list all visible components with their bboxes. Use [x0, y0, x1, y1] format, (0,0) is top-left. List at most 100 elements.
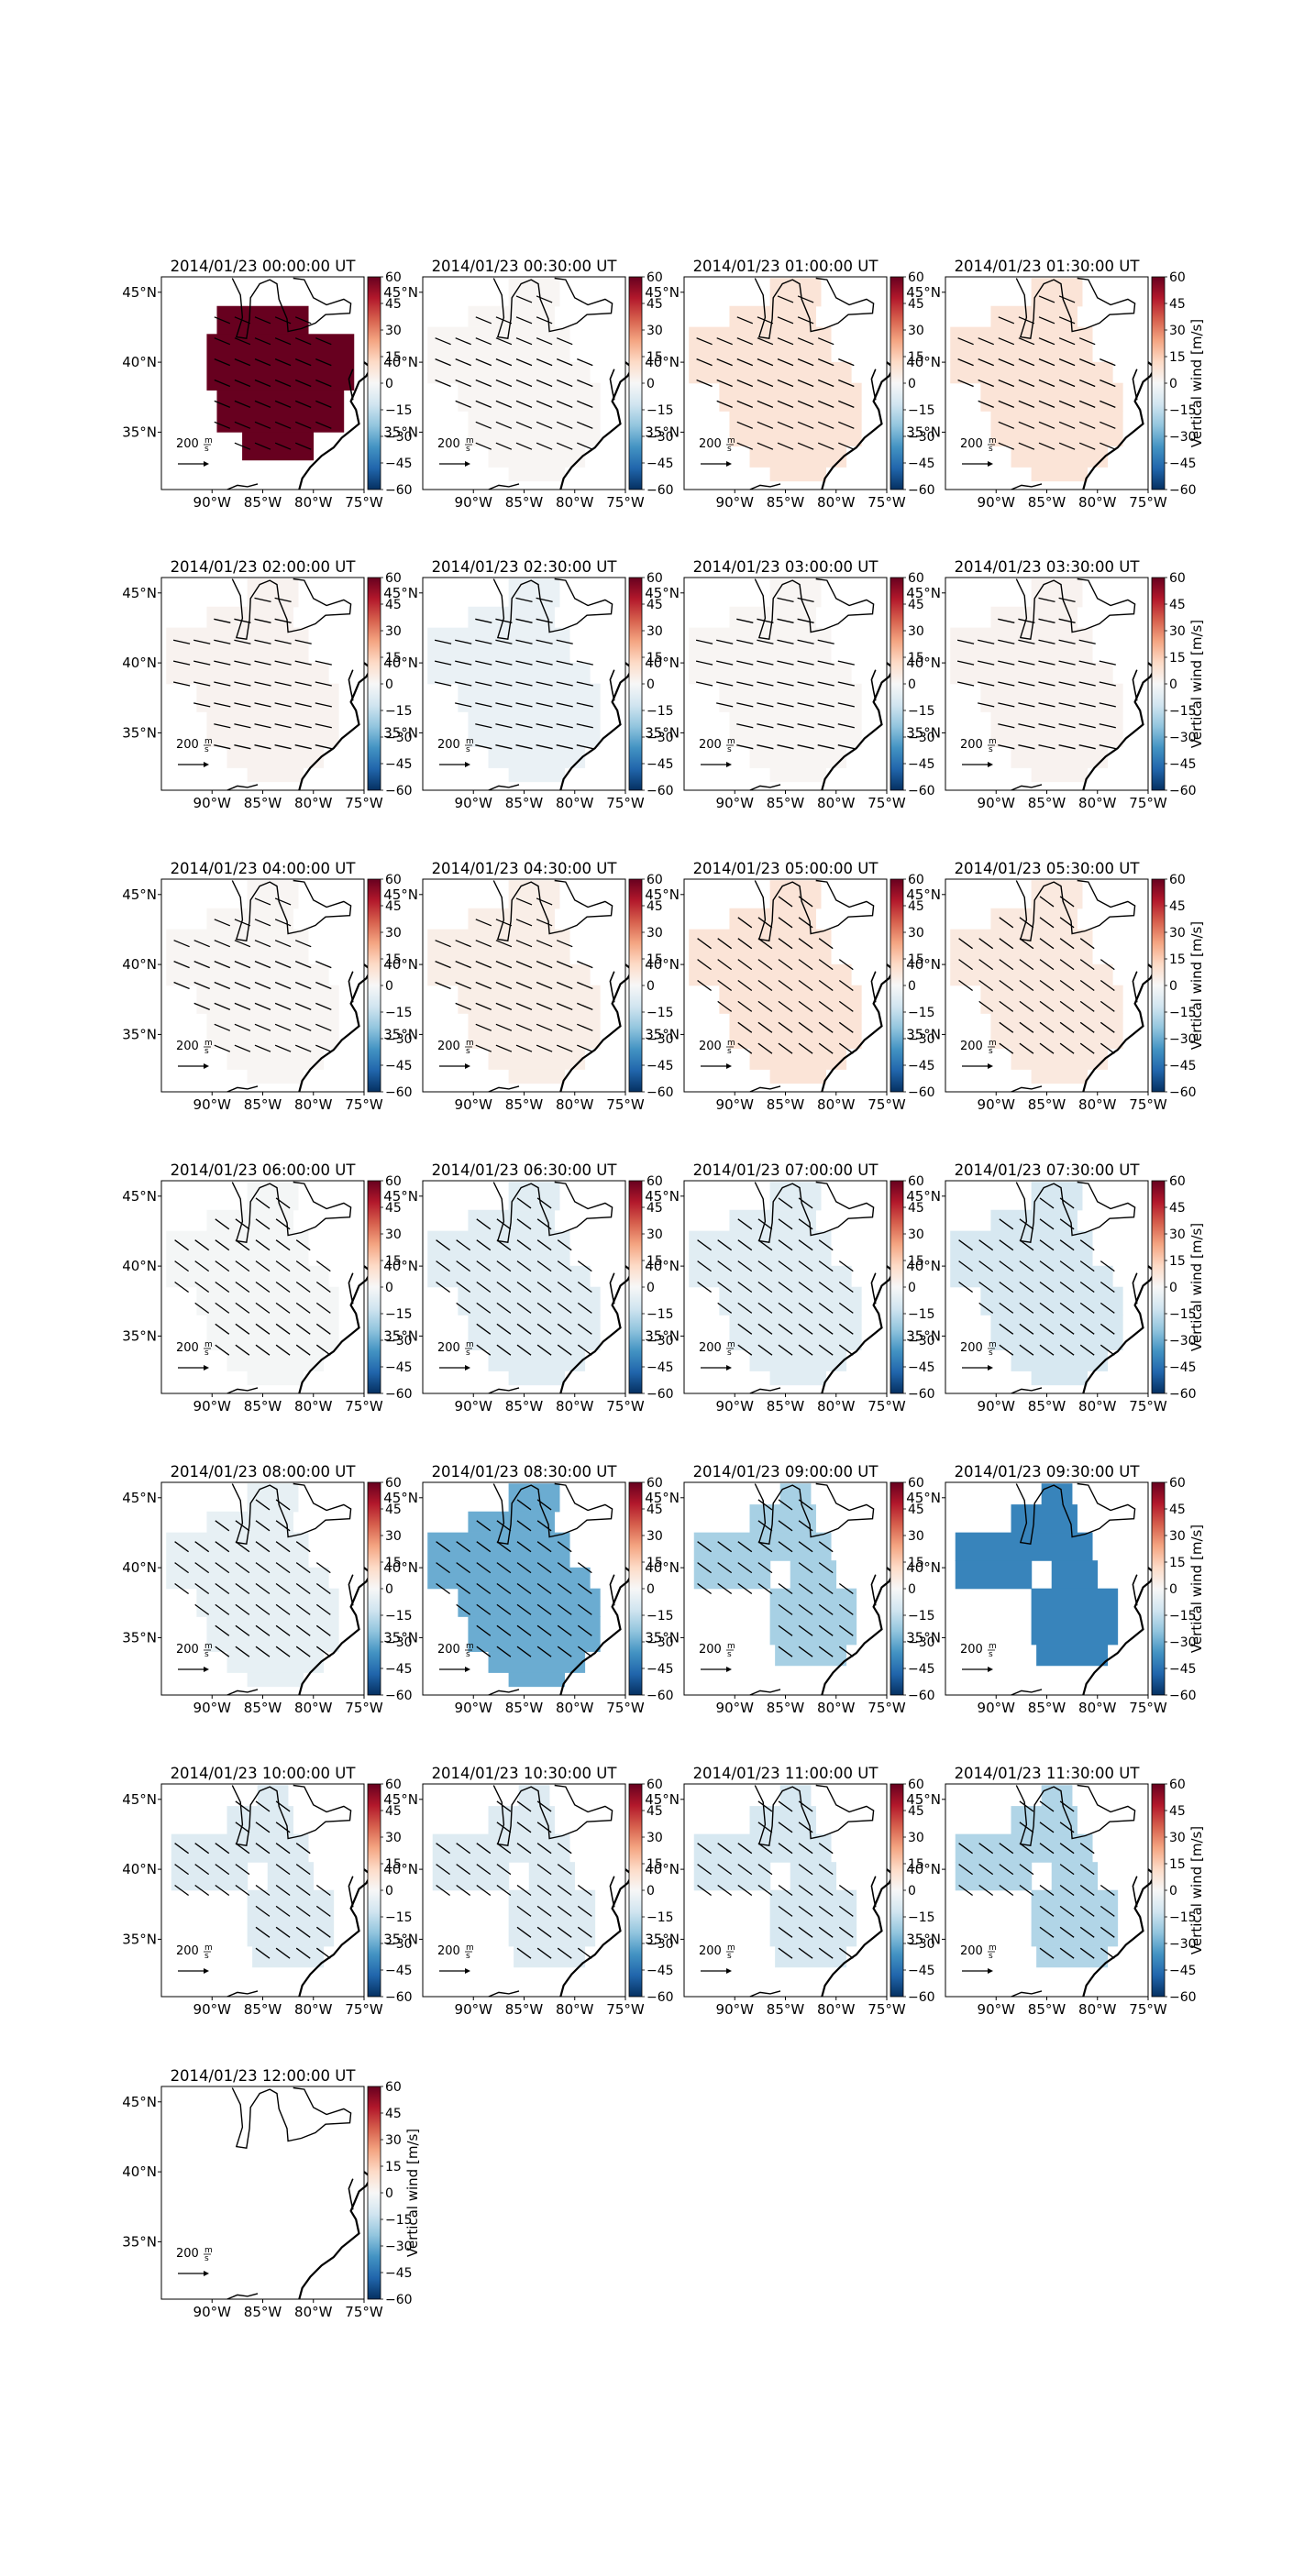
wind-field-cell	[719, 1286, 862, 1316]
wind-vector	[798, 1260, 813, 1272]
great-lakes-coastline	[754, 1784, 875, 1846]
colorbar-tick-label: 45	[1169, 899, 1186, 914]
wind-vector	[818, 1864, 834, 1876]
wind-vector	[455, 702, 472, 708]
wind-vector	[1059, 1843, 1075, 1855]
wind-vector	[495, 744, 513, 750]
quiver-key-value: 200	[437, 738, 460, 752]
wind-vector	[838, 1624, 854, 1636]
wind-vector	[1019, 1843, 1034, 1855]
lat-tick-label: 45°N	[906, 284, 941, 301]
colorbar-tick-label: −45	[908, 1662, 935, 1677]
wind-vector	[194, 1582, 210, 1595]
wind-vector	[736, 379, 754, 388]
wind-vector	[315, 1260, 331, 1272]
wind-vector	[1038, 723, 1055, 729]
wind-vector	[193, 660, 211, 666]
colorbar-tick-label: −60	[1169, 1387, 1197, 1402]
chesapeake-coastline	[609, 369, 615, 401]
colorbar-tick-label: −45	[908, 457, 935, 471]
lat-tick-label: 45°N	[383, 886, 418, 903]
wind-vector	[456, 1843, 471, 1855]
wind-vector	[778, 1800, 793, 1812]
wind-vector	[536, 660, 553, 666]
colorbar-tick-label: −60	[646, 483, 674, 498]
lon-tick-label: 85°W	[1028, 494, 1066, 511]
wind-vector	[958, 979, 973, 992]
great-lakes-coastline	[492, 1784, 613, 1846]
wind-vector	[798, 1800, 813, 1812]
quiver-key-units-bottom: s	[989, 745, 993, 754]
wind-field-cell	[227, 1048, 325, 1070]
great-lakes-coastline	[1015, 1482, 1136, 1545]
wind-vector	[173, 981, 190, 990]
wind-vector	[716, 639, 734, 644]
wind-vector	[214, 660, 231, 666]
colorbar-tick-label: 45	[385, 297, 402, 312]
chesapeake-coastline	[348, 1876, 354, 1908]
colorbar-tick-label: −15	[1169, 704, 1197, 719]
wind-vector	[1018, 744, 1035, 750]
wind-vector	[496, 1800, 512, 1812]
wind-vector	[536, 1260, 552, 1272]
wind-vector	[999, 917, 1014, 929]
wind-field-cell	[247, 578, 299, 608]
wind-vector	[838, 1603, 854, 1615]
wind-vector	[757, 1499, 773, 1511]
chesapeake-coastline	[1132, 1574, 1138, 1606]
lon-tick-label: 80°W	[556, 1398, 594, 1415]
lon-tick-label: 90°W	[455, 1398, 493, 1415]
wind-vector	[577, 1646, 592, 1657]
wind-vector	[716, 702, 734, 708]
wind-vector	[1059, 1239, 1075, 1251]
quiver-key-units-top: m	[466, 1340, 474, 1349]
wind-vector	[255, 1905, 271, 1917]
wind-vector	[577, 1281, 592, 1294]
quiver-key-arrowhead	[726, 1968, 732, 1974]
wind-vector	[274, 897, 292, 906]
colorbar-tick-label: −15	[385, 1910, 413, 1925]
wind-vector	[737, 938, 753, 950]
wind-vector	[778, 1499, 793, 1511]
wind-vector	[274, 961, 292, 969]
wind-vector	[315, 1947, 331, 1959]
quiver-key-units-bottom: s	[727, 1952, 732, 1961]
wind-vector	[315, 1002, 332, 1010]
lon-tick-label: 85°W	[505, 1700, 544, 1716]
colorbar-tick-label: −15	[385, 704, 413, 719]
quiver-key-value: 200	[699, 738, 722, 752]
colorbar-tick-label: −60	[1169, 1689, 1197, 1703]
quiver-key-units-bottom: s	[727, 1047, 732, 1056]
quiver-key-arrowhead	[465, 1063, 470, 1069]
lon-tick-label: 90°W	[193, 2001, 232, 2018]
lat-tick-label: 45°N	[383, 585, 418, 601]
wind-vector	[235, 1323, 250, 1335]
wind-vector	[455, 1002, 471, 1010]
colorbar-ramp	[890, 1180, 904, 1394]
wind-vector	[1019, 1021, 1034, 1033]
wind-vector	[577, 1344, 592, 1356]
wind-vector	[536, 1603, 552, 1615]
wind-vector	[736, 442, 754, 450]
wind-vector	[456, 1281, 471, 1294]
wind-vector	[255, 1218, 271, 1230]
colorbar-ramp	[628, 577, 643, 791]
wind-vector	[295, 1884, 311, 1897]
wind-vector	[1039, 1947, 1055, 1959]
wind-vector	[1019, 1884, 1034, 1897]
lon-tick-label: 85°W	[767, 2001, 805, 2018]
wind-vector	[315, 358, 332, 367]
wind-vector	[1059, 1947, 1075, 1959]
wind-vector	[696, 358, 713, 367]
lat-tick-label: 45°N	[383, 1791, 418, 1808]
wind-vector	[536, 744, 553, 750]
wind-vector	[838, 379, 855, 388]
wind-vector	[315, 981, 332, 990]
wind-vector	[214, 1044, 231, 1052]
wind-vector	[215, 1843, 230, 1855]
